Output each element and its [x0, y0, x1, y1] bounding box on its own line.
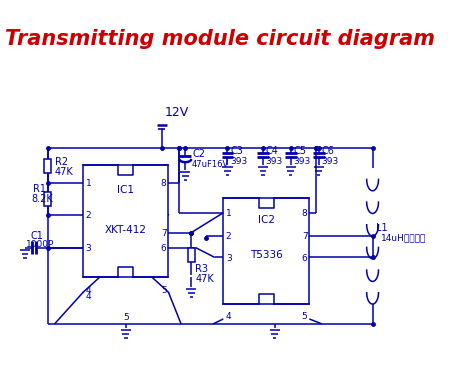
Text: 1000P: 1000P [26, 240, 54, 249]
Text: C6: C6 [321, 146, 334, 156]
Text: 5: 5 [161, 286, 167, 295]
Text: 2: 2 [86, 211, 91, 220]
Bar [188, 248, 195, 262]
Text: 7: 7 [302, 232, 307, 241]
Text: 1: 1 [226, 209, 232, 218]
Text: XKT-412: XKT-412 [105, 225, 147, 235]
Text: 6: 6 [161, 244, 167, 253]
Text: 6: 6 [302, 254, 307, 263]
Text: 12V: 12V [164, 106, 189, 119]
Text: 5: 5 [302, 312, 307, 321]
Text: R3: R3 [196, 264, 208, 275]
Text: 8.2K: 8.2K [31, 194, 53, 204]
Text: 7: 7 [161, 229, 167, 238]
Text: C3: C3 [230, 146, 243, 156]
Text: C4: C4 [265, 146, 278, 156]
Text: 8: 8 [302, 209, 307, 218]
Text: 2: 2 [226, 232, 231, 241]
Text: L1: L1 [376, 223, 388, 233]
Text: 8: 8 [161, 179, 167, 189]
Text: 3: 3 [86, 244, 92, 253]
Text: C2: C2 [192, 149, 205, 159]
Text: 4: 4 [86, 286, 91, 295]
Text: 393: 393 [230, 157, 247, 166]
Bar [223, 198, 309, 304]
Text: 3: 3 [226, 254, 232, 263]
Text: IC1: IC1 [117, 185, 134, 195]
Text: 4: 4 [226, 312, 231, 321]
Text: 393: 393 [321, 157, 338, 166]
Text: 47K: 47K [55, 167, 73, 177]
Bar [44, 159, 51, 172]
Bar [83, 165, 168, 277]
Text: 393: 393 [293, 157, 311, 166]
Text: R2: R2 [55, 157, 68, 167]
Text: 47uF16V: 47uF16V [192, 160, 229, 169]
Text: Transmitting module circuit diagram: Transmitting module circuit diagram [5, 29, 435, 49]
Text: 4: 4 [86, 292, 91, 301]
Text: IC2: IC2 [258, 215, 275, 225]
Text: R1: R1 [33, 184, 45, 194]
Text: 393: 393 [265, 157, 283, 166]
Text: 14uH多股绞线: 14uH多股绞线 [381, 233, 426, 242]
Text: C1: C1 [31, 230, 44, 241]
Text: T5336: T5336 [250, 250, 283, 261]
Text: 47K: 47K [196, 274, 214, 284]
Text: 5: 5 [123, 313, 129, 323]
Bar [44, 192, 51, 206]
Text: 1: 1 [86, 179, 92, 189]
Text: C5: C5 [293, 146, 306, 156]
